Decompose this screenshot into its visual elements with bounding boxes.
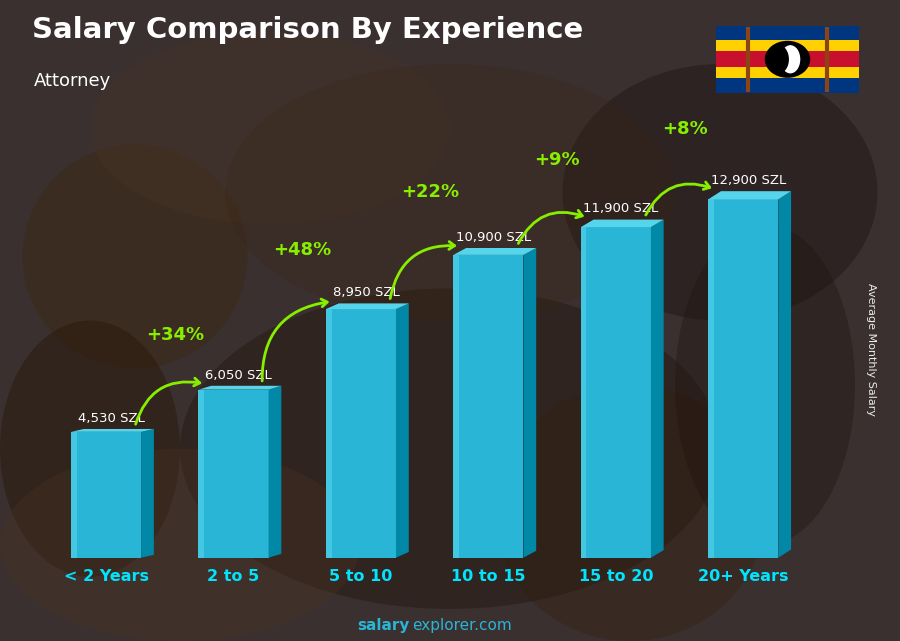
Text: Attorney: Attorney xyxy=(34,72,112,90)
Ellipse shape xyxy=(225,64,675,321)
Text: 8,950 SZL: 8,950 SZL xyxy=(333,287,400,299)
Bar xyxy=(716,78,859,93)
Ellipse shape xyxy=(765,41,810,78)
Ellipse shape xyxy=(675,224,855,545)
Polygon shape xyxy=(708,191,791,199)
Bar xyxy=(716,51,859,67)
Bar xyxy=(716,67,859,78)
Ellipse shape xyxy=(495,385,765,641)
Polygon shape xyxy=(708,199,778,558)
Polygon shape xyxy=(268,386,282,558)
Polygon shape xyxy=(580,220,663,227)
Text: Average Monthly Salary: Average Monthly Salary xyxy=(866,283,877,416)
Polygon shape xyxy=(71,432,141,558)
Bar xyxy=(716,40,859,51)
Polygon shape xyxy=(141,429,154,558)
Text: 6,050 SZL: 6,050 SZL xyxy=(205,369,272,381)
Ellipse shape xyxy=(180,288,720,609)
Polygon shape xyxy=(326,309,396,558)
Polygon shape xyxy=(580,227,651,558)
Text: 10,900 SZL: 10,900 SZL xyxy=(456,231,531,244)
Ellipse shape xyxy=(0,320,180,577)
Text: +8%: +8% xyxy=(662,120,707,138)
Polygon shape xyxy=(454,255,459,558)
Polygon shape xyxy=(199,390,268,558)
Polygon shape xyxy=(651,220,663,558)
Polygon shape xyxy=(199,386,282,390)
Text: explorer.com: explorer.com xyxy=(412,619,512,633)
Polygon shape xyxy=(580,227,587,558)
Text: salary: salary xyxy=(357,619,410,633)
Text: 11,900 SZL: 11,900 SZL xyxy=(583,203,659,215)
Text: +9%: +9% xyxy=(535,151,580,169)
Polygon shape xyxy=(199,390,204,558)
Polygon shape xyxy=(326,303,409,309)
Polygon shape xyxy=(454,255,524,558)
Text: +48%: +48% xyxy=(274,241,331,259)
Polygon shape xyxy=(71,429,154,432)
Ellipse shape xyxy=(562,64,878,321)
Polygon shape xyxy=(778,191,791,558)
Polygon shape xyxy=(708,199,714,558)
Polygon shape xyxy=(396,303,409,558)
Ellipse shape xyxy=(769,45,789,74)
Ellipse shape xyxy=(0,449,360,641)
Text: +22%: +22% xyxy=(400,183,459,201)
Polygon shape xyxy=(71,432,76,558)
Ellipse shape xyxy=(90,32,450,224)
Polygon shape xyxy=(326,309,331,558)
Bar xyxy=(716,26,859,40)
Text: Salary Comparison By Experience: Salary Comparison By Experience xyxy=(32,16,583,44)
Ellipse shape xyxy=(780,45,800,74)
Polygon shape xyxy=(524,248,536,558)
Text: 4,530 SZL: 4,530 SZL xyxy=(77,412,145,425)
Ellipse shape xyxy=(22,144,248,369)
Text: +34%: +34% xyxy=(146,326,204,344)
Polygon shape xyxy=(454,248,536,255)
Text: 12,900 SZL: 12,900 SZL xyxy=(711,174,786,187)
